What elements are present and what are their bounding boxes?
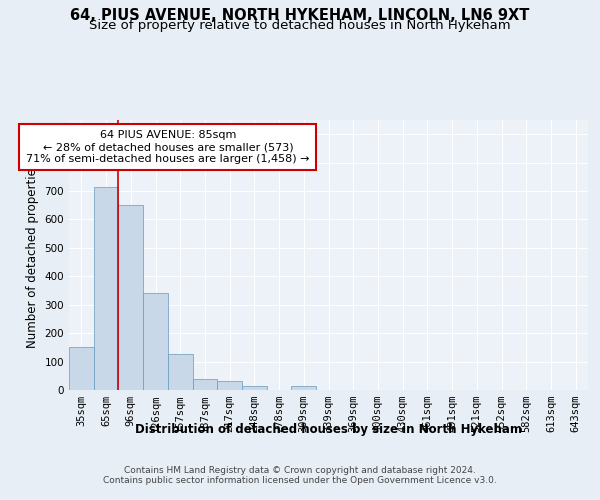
Bar <box>242 386 267 390</box>
Bar <box>168 354 193 390</box>
Text: Distribution of detached houses by size in North Hykeham: Distribution of detached houses by size … <box>136 422 522 436</box>
Bar <box>69 348 94 390</box>
Text: 64, PIUS AVENUE, NORTH HYKEHAM, LINCOLN, LN6 9XT: 64, PIUS AVENUE, NORTH HYKEHAM, LINCOLN,… <box>70 8 530 22</box>
Bar <box>118 206 143 390</box>
Bar <box>193 378 217 390</box>
Text: 64 PIUS AVENUE: 85sqm
← 28% of detached houses are smaller (573)
71% of semi-det: 64 PIUS AVENUE: 85sqm ← 28% of detached … <box>26 130 310 164</box>
Text: Size of property relative to detached houses in North Hykeham: Size of property relative to detached ho… <box>89 19 511 32</box>
Text: Contains HM Land Registry data © Crown copyright and database right 2024.: Contains HM Land Registry data © Crown c… <box>124 466 476 475</box>
Bar <box>94 187 118 390</box>
Bar <box>143 294 168 390</box>
Text: Contains public sector information licensed under the Open Government Licence v3: Contains public sector information licen… <box>103 476 497 485</box>
Y-axis label: Number of detached properties: Number of detached properties <box>26 162 39 348</box>
Bar <box>292 386 316 390</box>
Bar <box>217 382 242 390</box>
